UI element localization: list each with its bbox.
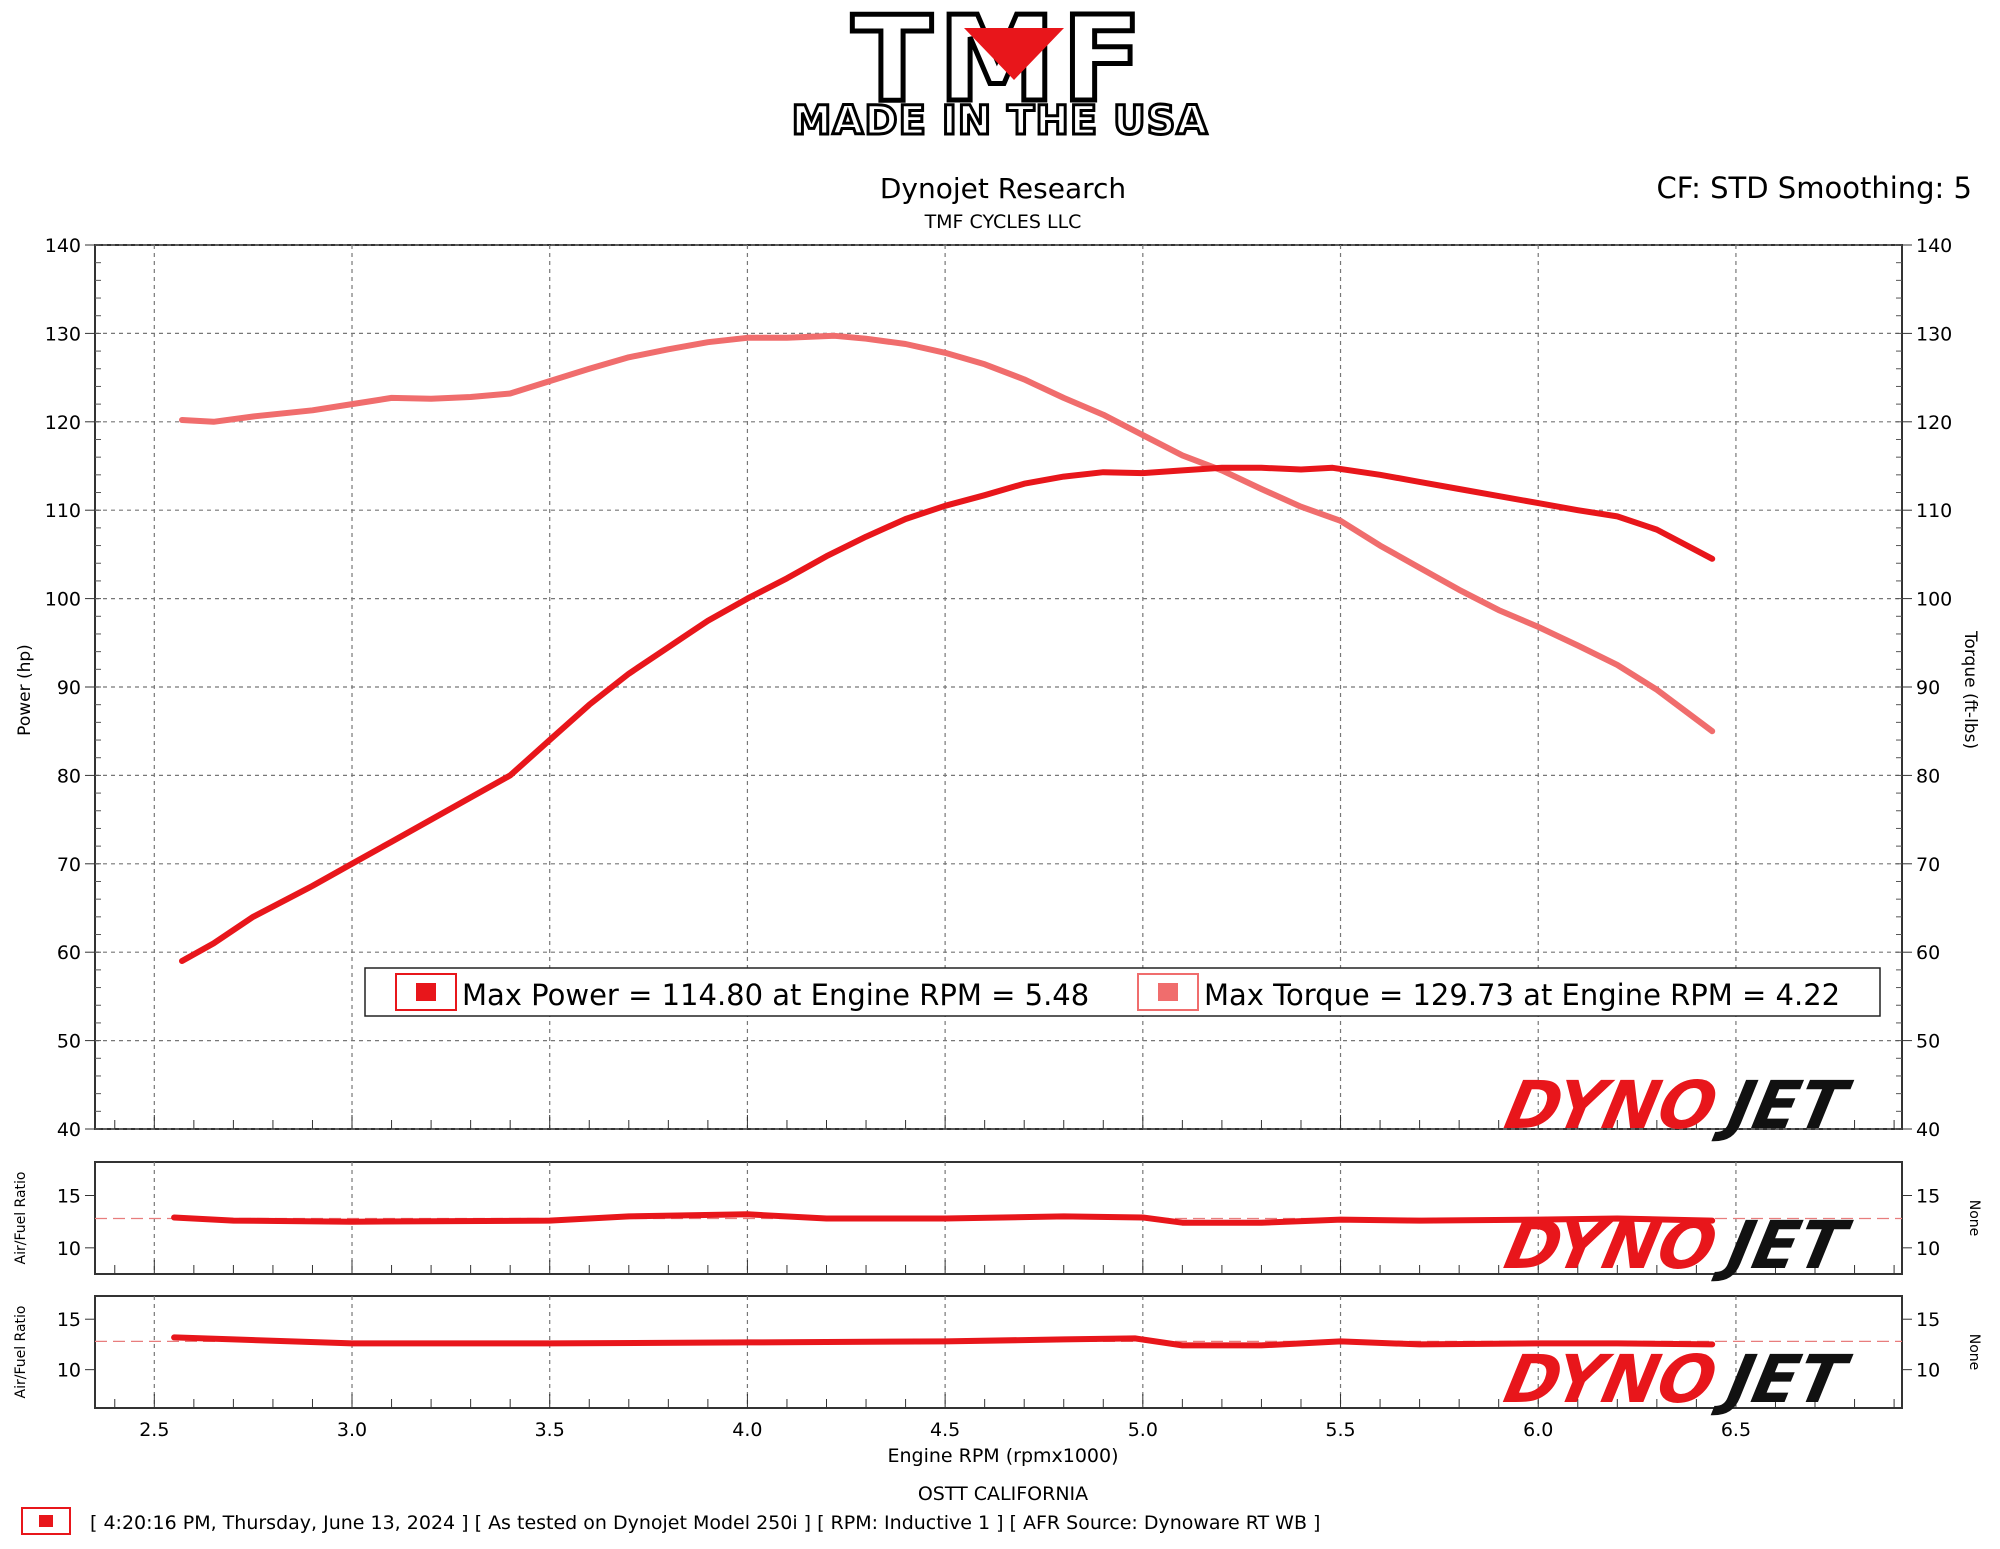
afr-plot-area-2 — [94, 1295, 1903, 1409]
torque-tick-label: 70 — [1916, 854, 1940, 876]
afr2-right-ticks: 10 15 — [1902, 1309, 1940, 1382]
power-tick-label: 100 — [45, 589, 81, 611]
main-grid — [95, 244, 1902, 1130]
legend-power-text: Max Power = 114.80 at Engine RPM = 5.48 — [462, 978, 1089, 1012]
location-label: OSTT CALIFORNIA — [918, 1483, 1088, 1505]
afr2-curve — [171, 1334, 1716, 1349]
afr-tick-label: 10 — [57, 1238, 81, 1260]
logo-red-triangle — [964, 28, 1064, 80]
afr2-axis-label: Air/Fuel Ratio — [13, 1306, 29, 1399]
rpm-axis-ticks: 2.5 3.0 3.5 4.0 4.5 5.0 5.5 6.0 6.5 — [139, 1419, 1751, 1441]
legend-box — [364, 967, 1881, 1017]
watermark-dyno: DYNO — [1498, 1341, 1723, 1418]
afr-tick-label: 10 — [57, 1360, 81, 1382]
torque-tick-label: 40 — [1916, 1119, 1940, 1141]
power-tick-label: 140 — [45, 235, 81, 257]
power-tick-label: 50 — [57, 1031, 81, 1053]
rpm-tick-label: 6.5 — [1721, 1419, 1751, 1441]
rpm-axis-label: Engine RPM (rpmx1000) — [887, 1445, 1118, 1467]
legend-torque-text: Max Torque = 129.73 at Engine RPM = 4.22 — [1204, 978, 1840, 1012]
watermark-dyno: DYNO — [1499, 1067, 1724, 1144]
main-minor-ticks — [114, 1115, 1895, 1129]
rpm-tick-label: 5.0 — [1128, 1419, 1158, 1441]
logo-text: TMF — [852, 0, 1149, 128]
chart-subtitle: TMF CYCLES LLC — [924, 211, 1082, 233]
power-tick-label: 110 — [45, 500, 81, 522]
afr-tick-label: 15 — [57, 1185, 81, 1207]
rpm-tick-label: 6.0 — [1523, 1419, 1553, 1441]
afr1-axis-label: Air/Fuel Ratio — [13, 1172, 29, 1265]
torque-tick-label: 90 — [1916, 677, 1940, 699]
torque-tick-label: 80 — [1916, 765, 1940, 787]
legend-power-swatch-frame — [395, 973, 457, 1011]
main-series — [179, 332, 1716, 964]
afr1-right-ticks: 10 15 — [1902, 1185, 1940, 1260]
torque-axis-label: Torque (ft-lbs) — [1960, 630, 1980, 749]
torque-tick-label: 50 — [1916, 1031, 1940, 1053]
watermark-jet: JET — [1710, 1207, 1857, 1284]
tmf-logo: TMF MADE IN THE USA — [790, 0, 1209, 146]
afr-tick-label-right: 15 — [1916, 1309, 1940, 1331]
torque-curve — [179, 332, 1716, 735]
power-tick-label: 120 — [45, 412, 81, 434]
legend: Max Power = 114.80 at Engine RPM = 5.48 … — [364, 967, 1881, 1017]
afr-tick-label-right: 10 — [1916, 1238, 1940, 1260]
power-tick-label: 80 — [57, 765, 81, 787]
power-tick-label: 90 — [57, 677, 81, 699]
watermark-jet: JET — [1709, 1341, 1856, 1418]
afr1-right-label: None — [1966, 1200, 1982, 1237]
afr2-series — [171, 1334, 1716, 1349]
legend-power-swatch — [416, 983, 436, 1001]
torque-tick-label: 100 — [1916, 589, 1952, 611]
afr-tick-label-right: 10 — [1916, 1360, 1940, 1382]
power-tick-label: 60 — [57, 942, 81, 964]
afr-tick-label-right: 15 — [1916, 1185, 1940, 1207]
run-info: [ 4:20:16 PM, Thursday, June 13, 2024 ] … — [90, 1512, 1320, 1534]
main-chart-panel: 40 50 60 70 80 90 100 110 120 130 140 40 50 60 70 80 90… — [15, 235, 1980, 1144]
afr2-minor-ticks — [114, 1394, 1895, 1408]
run-swatch-frame[interactable] — [21, 1507, 71, 1535]
afr1-axis-ticks: 10 15 — [57, 1185, 95, 1260]
afr1-series — [171, 1211, 1716, 1226]
legend-torque-swatch — [1158, 983, 1178, 1001]
rpm-tick-label: 3.0 — [337, 1419, 367, 1441]
legend-torque-swatch-frame — [1137, 973, 1199, 1011]
afr-tick-label: 15 — [57, 1309, 81, 1331]
run-swatch — [39, 1515, 53, 1527]
rpm-tick-label: 3.5 — [535, 1419, 565, 1441]
torque-tick-label: 120 — [1916, 412, 1952, 434]
afr1-minor-ticks — [114, 1260, 1895, 1274]
power-tick-label: 40 — [57, 1119, 81, 1141]
rpm-tick-label: 4.5 — [930, 1419, 960, 1441]
afr1-curve — [171, 1211, 1716, 1226]
chart-title: Dynojet Research — [880, 172, 1126, 205]
torque-tick-label: 110 — [1916, 500, 1952, 522]
power-axis-ticks: 40 50 60 70 80 90 100 110 120 130 140 — [45, 235, 101, 1141]
power-axis-label: Power (hp) — [15, 644, 35, 736]
afr2-right-label: None — [1966, 1334, 1982, 1371]
rpm-tick-label: 4.0 — [732, 1419, 762, 1441]
logo-subtext: MADE IN THE USA — [792, 98, 1209, 144]
rpm-tick-label: 5.5 — [1325, 1419, 1355, 1441]
torque-tick-label: 60 — [1916, 942, 1940, 964]
watermark-jet: JET — [1710, 1067, 1857, 1144]
afr2-axis-ticks: 10 15 — [57, 1309, 95, 1382]
torque-tick-label: 130 — [1916, 323, 1952, 345]
torque-tick-label: 140 — [1916, 235, 1952, 257]
power-tick-label: 70 — [57, 854, 81, 876]
power-curve — [179, 464, 1716, 964]
power-tick-label: 130 — [45, 323, 81, 345]
torque-axis-ticks: 40 50 60 70 80 90 100 110 120 130 140 — [1896, 235, 1952, 1141]
rpm-tick-label: 2.5 — [139, 1419, 169, 1441]
correction-label: CF: STD Smoothing: 5 — [1656, 171, 1972, 205]
